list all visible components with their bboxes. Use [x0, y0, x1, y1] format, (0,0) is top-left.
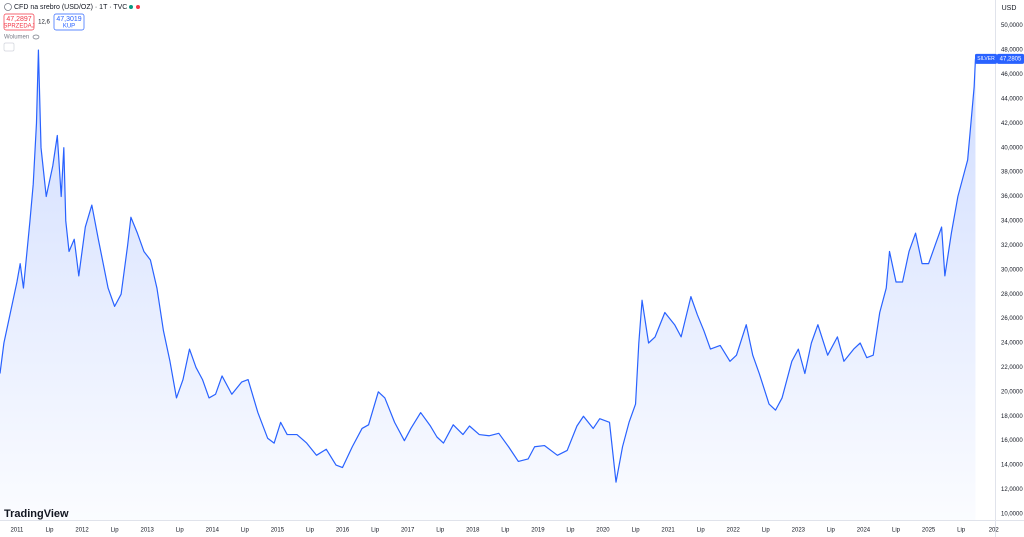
- x-tick-label: Lip: [306, 528, 315, 534]
- x-tick-label: 202: [989, 528, 1000, 534]
- y-tick-label: 46,0000: [1001, 72, 1023, 78]
- x-tick-label: Lip: [111, 528, 120, 534]
- market-status: [129, 5, 133, 9]
- x-tick-label: Lip: [501, 528, 510, 534]
- x-tick-label: 2022: [727, 528, 741, 534]
- visibility-icon[interactable]: [32, 34, 40, 40]
- collapse-button[interactable]: [3, 42, 15, 52]
- sell-button[interactable]: [3, 13, 35, 31]
- x-tick-label: 2024: [857, 528, 871, 534]
- x-tick-label: 2016: [336, 528, 350, 534]
- y-tick-label: 30,0000: [1001, 267, 1023, 273]
- x-tick-label: 2017: [401, 528, 415, 534]
- x-tick-label: 2018: [466, 528, 480, 534]
- x-tick-label: Lip: [45, 528, 54, 534]
- x-tick-label: Lip: [827, 528, 836, 534]
- currency-label: USD: [1002, 5, 1017, 12]
- x-tick-label: 2023: [792, 528, 806, 534]
- line: [0, 49, 977, 483]
- price-tag-label: 47,2805: [1000, 56, 1022, 62]
- x-tick-label: 2012: [75, 528, 89, 534]
- y-tick-label: 32,0000: [1001, 243, 1023, 249]
- x-tick-label: 2014: [206, 528, 220, 534]
- volume-label: Wolumen: [4, 35, 29, 41]
- buy-button[interactable]: [53, 13, 85, 31]
- x-tick-label: Lip: [697, 528, 706, 534]
- spread: 12,6: [38, 20, 50, 26]
- y-tick-label: 16,0000: [1001, 438, 1023, 444]
- y-tick-label: 24,0000: [1001, 341, 1023, 347]
- y-tick-label: 48,0000: [1001, 48, 1023, 54]
- symbol-icon: [4, 3, 12, 11]
- x-tick-label: Lip: [957, 528, 966, 534]
- area: [0, 50, 976, 521]
- y-tick-label: 12,0000: [1001, 487, 1023, 493]
- y-tick-label: 18,0000: [1001, 414, 1023, 420]
- symbol-title[interactable]: CFD na srebro (USD/OZ) · 1T · TVC: [14, 4, 127, 11]
- market-status-alt: [136, 5, 140, 9]
- y-tick-label: 28,0000: [1001, 292, 1023, 298]
- y-tick-label: 20,0000: [1001, 389, 1023, 395]
- y-tick-label: 26,0000: [1001, 316, 1023, 322]
- sell-price: 47,2897: [6, 16, 31, 23]
- symbol-tag: [975, 53, 997, 64]
- x-tick-label: 2013: [140, 528, 154, 534]
- x-tick-label: Lip: [762, 528, 771, 534]
- x-tick-label: Lip: [436, 528, 445, 534]
- x-tick-label: Lip: [632, 528, 641, 534]
- sell-label: SPRZEDAJ: [3, 24, 34, 30]
- y-tick-label: 50,0000: [1001, 23, 1023, 29]
- tradingview-logo: TradingView: [4, 508, 69, 520]
- price-tag: [997, 53, 1024, 64]
- x-tick-label: 2020: [596, 528, 610, 534]
- y-tick-label: 10,0000: [1001, 511, 1023, 517]
- buy-price: 47,3019: [56, 16, 81, 23]
- y-tick-label: 42,0000: [1001, 121, 1023, 127]
- toolbar: CFD na srebro (USD/OZ) · 1T · TVC 47,289…: [3, 3, 1017, 520]
- y-tick-label: 14,0000: [1001, 463, 1023, 469]
- buy-label: KUP: [63, 24, 75, 30]
- x-tick-label: 2025: [922, 528, 936, 534]
- x-tick-label: Lip: [176, 528, 185, 534]
- x-tick-label: Lip: [241, 528, 250, 534]
- y-tick-label: 44,0000: [1001, 96, 1023, 102]
- y-tick-label: 38,0000: [1001, 170, 1023, 176]
- plot-area: [0, 49, 977, 521]
- x-tick-label: Lip: [566, 528, 575, 534]
- x-tick-label: Lip: [371, 528, 380, 534]
- x-tick-label: Lip: [892, 528, 901, 534]
- x-tick-label: 2011: [10, 528, 24, 534]
- symbol-tag-label: SILVER: [977, 56, 995, 62]
- x-tick-label: 2015: [271, 528, 285, 534]
- y-tick-label: 22,0000: [1001, 365, 1023, 371]
- x-tick-label: 2021: [661, 528, 675, 534]
- y-tick-label: 36,0000: [1001, 194, 1023, 200]
- x-tick-label: 2019: [531, 528, 545, 534]
- y-tick-label: 40,0000: [1001, 145, 1023, 151]
- y-tick-label: 34,0000: [1001, 219, 1023, 225]
